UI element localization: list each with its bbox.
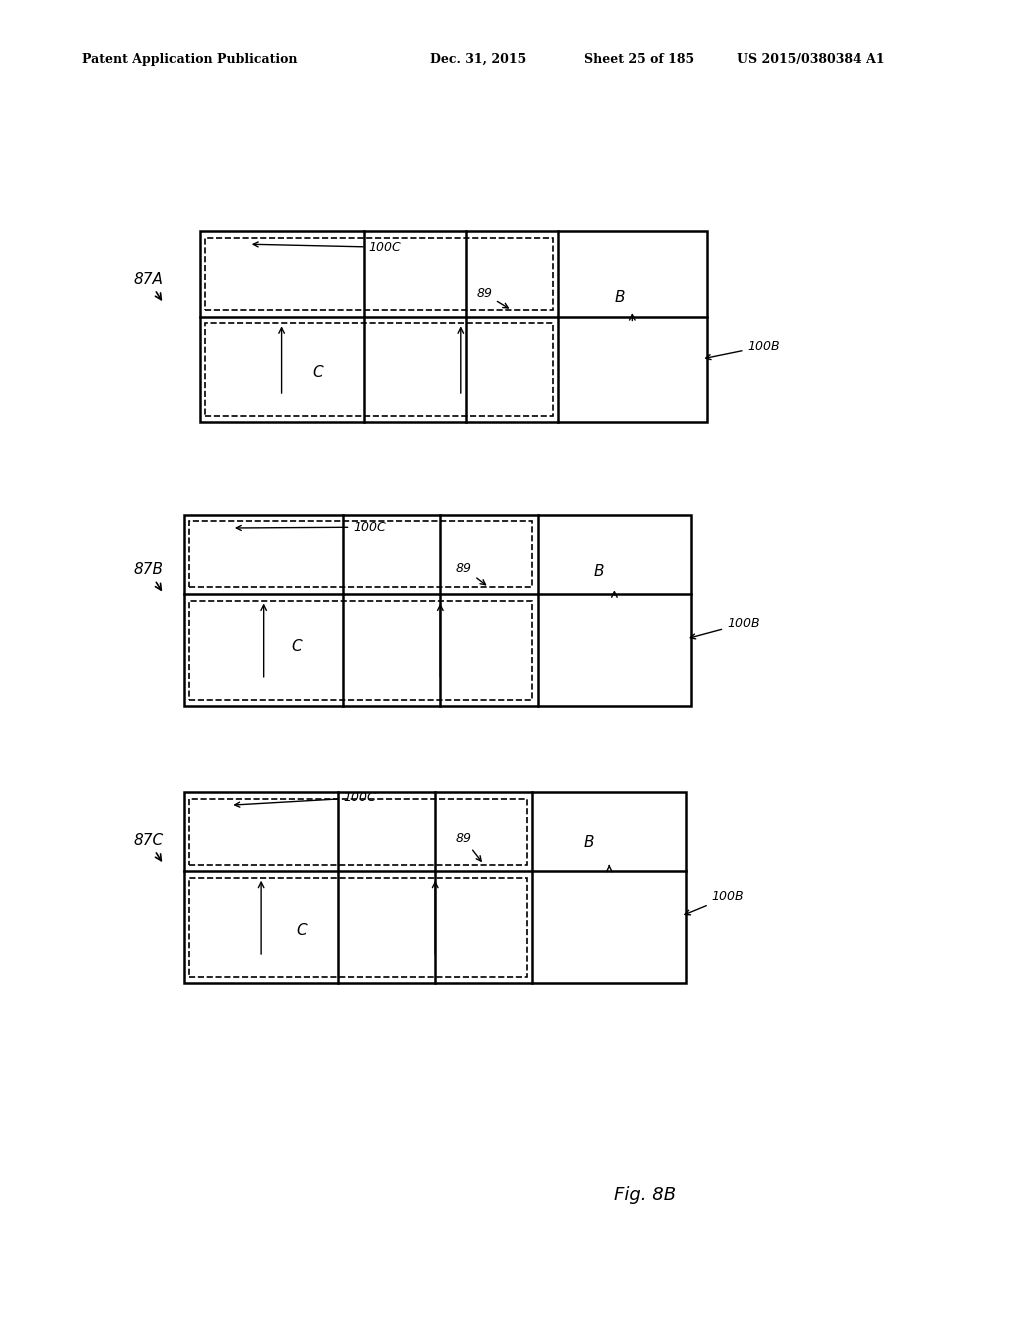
Text: B: B (614, 289, 625, 305)
Text: Fig. 8B: Fig. 8B (614, 1185, 677, 1204)
Bar (184, 792, 686, 983)
Text: C: C (292, 639, 302, 655)
Bar (189, 521, 532, 587)
Bar (200, 231, 707, 422)
Text: 89: 89 (456, 561, 485, 585)
Text: 87A: 87A (133, 272, 163, 300)
Text: Patent Application Publication: Patent Application Publication (82, 53, 297, 66)
Text: C: C (297, 923, 307, 939)
Text: 100B: 100B (685, 890, 744, 915)
Bar (189, 799, 527, 865)
Bar (189, 878, 527, 977)
Bar (205, 238, 553, 310)
Text: 87C: 87C (133, 833, 163, 861)
Text: B: B (594, 564, 604, 579)
Bar (205, 323, 553, 416)
Text: 87B: 87B (133, 562, 163, 590)
Text: 100C: 100C (237, 520, 386, 533)
Text: 100B: 100B (690, 616, 760, 639)
Text: 100B: 100B (706, 339, 780, 359)
Text: 100C: 100C (234, 791, 376, 807)
Bar (189, 601, 532, 700)
Text: 89: 89 (476, 286, 508, 308)
Text: B: B (584, 834, 594, 850)
Text: Dec. 31, 2015: Dec. 31, 2015 (430, 53, 526, 66)
Bar (184, 515, 691, 706)
Text: Sheet 25 of 185: Sheet 25 of 185 (584, 53, 694, 66)
Text: C: C (312, 364, 323, 380)
Text: 100C: 100C (253, 240, 401, 253)
Text: 89: 89 (456, 832, 481, 861)
Text: US 2015/0380384 A1: US 2015/0380384 A1 (737, 53, 885, 66)
